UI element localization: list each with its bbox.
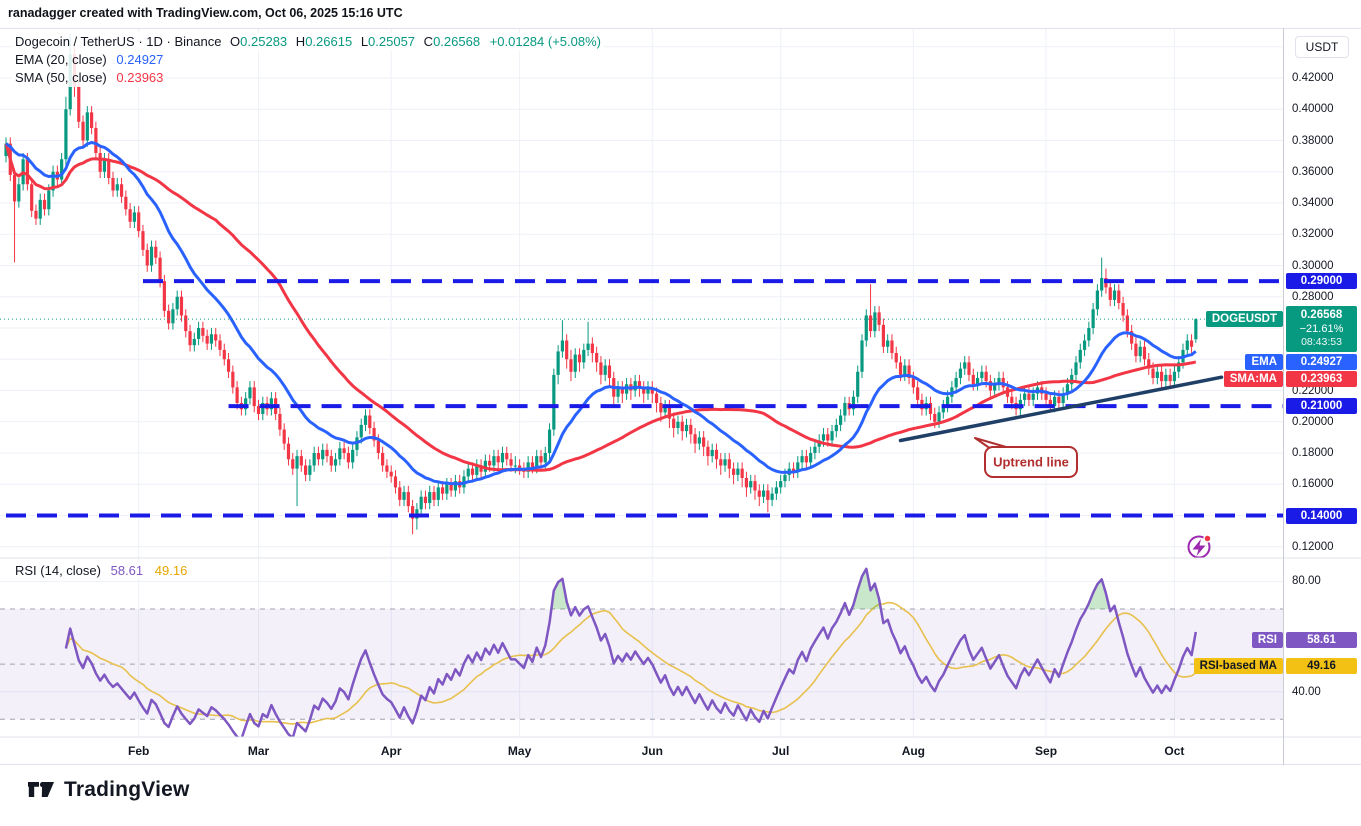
last-price-change: −21.61% (1299, 322, 1344, 335)
rsi-axis-tick[interactable]: 80.00 (1292, 575, 1321, 588)
tradingview-footer: TradingView (26, 778, 190, 802)
legend-ema-row[interactable]: EMA (20, close) 0.24927 (12, 51, 167, 69)
price-axis-tick[interactable]: 0.32000 (1292, 228, 1334, 241)
open-value: 0.25283 (240, 34, 288, 49)
price-level-badge[interactable]: 0.29000 (1286, 273, 1357, 290)
ema-value: 0.24927 (116, 52, 164, 67)
last-price-value: 0.26568 (1300, 309, 1343, 322)
legend-symbol-row[interactable]: Dogecoin / TetherUS · 1D · Binance O0.25… (12, 33, 604, 51)
time-axis-label-oct[interactable]: Oct (1164, 744, 1184, 758)
uptrend-line[interactable] (898, 375, 1224, 443)
price-axis-tick[interactable]: 0.34000 (1292, 197, 1334, 209)
rsi-axis-tick[interactable]: 40.00 (1292, 685, 1321, 698)
time-axis-label-mar[interactable]: Mar (248, 744, 270, 758)
low-label: L (360, 34, 369, 49)
rsi-overbought-fill (851, 568, 881, 609)
open-label: O (230, 34, 241, 49)
rsi-axis-badge[interactable]: 58.61 (1286, 632, 1357, 649)
sma-line (4, 143, 1197, 472)
ema-label: EMA (20, close) (15, 52, 107, 67)
rsi-ma-value: 49.16 (154, 563, 188, 578)
symbol-price-badge[interactable]: DOGEUSDT (1205, 311, 1283, 328)
high-label: H (295, 34, 306, 49)
rsi-value: 58.61 (110, 563, 144, 578)
price-level-badge[interactable]: 0.21000 (1286, 398, 1357, 415)
price-axis-tick[interactable]: 0.22000 (1292, 384, 1334, 397)
rsi-ma-axis-badge[interactable]: 49.16 (1286, 658, 1357, 675)
high-value: 0.26615 (305, 34, 353, 49)
currency-unit-button[interactable]: USDT (1295, 36, 1349, 58)
price-axis-tick[interactable]: 0.20000 (1292, 415, 1334, 428)
ema-line (5, 141, 1197, 486)
time-axis-label-jul[interactable]: Jul (772, 744, 789, 758)
time-axis-label-aug[interactable]: Aug (902, 744, 925, 758)
uptrend-callout-text: Uptrend line (993, 455, 1069, 470)
price-axis-tick[interactable]: 0.42000 (1292, 72, 1334, 84)
rsi-line (64, 567, 1198, 737)
uptrend-callout[interactable]: Uptrend line (974, 437, 1078, 478)
sma-axis-badge[interactable]: 0.23963 (1286, 371, 1357, 387)
time-axis-label-jun[interactable]: Jun (642, 744, 663, 758)
legend-sma-row[interactable]: SMA (50, close) 0.23963 (12, 69, 167, 87)
price-chart-canvas[interactable]: Uptrend line Feb Mar Apr May Jun Jul Aug Sep Oct (0, 28, 1361, 766)
time-axis-label-sep[interactable]: Sep (1035, 744, 1057, 758)
price-axis-tick[interactable]: 0.30000 (1292, 259, 1334, 272)
price-axis-tick[interactable]: 0.16000 (1292, 478, 1334, 491)
price-level-badge[interactable]: 0.14000 (1286, 507, 1357, 524)
sma-label: SMA (50, close) (15, 70, 107, 85)
sma-value: 0.23963 (116, 70, 164, 85)
price-axis-tick[interactable]: 0.36000 (1292, 165, 1334, 178)
rsi-label: RSI (14, close) (15, 563, 101, 578)
rsi-legend[interactable]: RSI (14, close) 58.61 49.16 (12, 563, 191, 578)
symbol-title: Dogecoin / TetherUS · 1D · Binance (15, 34, 222, 49)
ema-chart-badge[interactable]: EMA (1245, 354, 1283, 370)
last-price-badge[interactable]: 0.26568 −21.61% 08:43:53 (1286, 306, 1357, 352)
price-axis-tick[interactable]: 0.28000 (1292, 290, 1334, 303)
price-axis-tick[interactable]: 0.40000 (1292, 103, 1334, 116)
close-value: 0.26568 (433, 34, 481, 49)
price-axis-tick[interactable]: 0.12000 (1292, 540, 1334, 553)
low-value: 0.25057 (368, 34, 416, 49)
rsi-chart-badge[interactable]: RSI (1251, 632, 1283, 649)
time-axis-label-apr[interactable]: Apr (381, 744, 402, 758)
close-label: C (423, 34, 434, 49)
change-value: +0.01284 (+5.08%) (489, 34, 601, 49)
ema-axis-badge[interactable]: 0.24927 (1286, 354, 1357, 370)
tradingview-brand-text[interactable]: TradingView (64, 778, 190, 801)
rsi-pane (0, 567, 1283, 737)
attribution-text: ranadagger created with TradingView.com,… (8, 6, 403, 20)
symbol-legend: Dogecoin / TetherUS · 1D · Binance O0.25… (12, 33, 604, 87)
price-axis-tick[interactable]: 0.18000 (1292, 447, 1334, 459)
price-axis-tick[interactable]: 0.38000 (1292, 134, 1334, 147)
tradingview-logo-icon (26, 778, 56, 802)
rsi-overbought-fill (551, 578, 569, 609)
bar-countdown: 08:43:53 (1301, 336, 1342, 349)
rsi-ma-chart-badge[interactable]: RSI-based MA (1193, 658, 1283, 675)
time-axis-label-may[interactable]: May (508, 744, 532, 758)
time-axis-label-feb[interactable]: Feb (128, 744, 149, 758)
sma-chart-badge[interactable]: SMA:MA (1223, 371, 1283, 387)
